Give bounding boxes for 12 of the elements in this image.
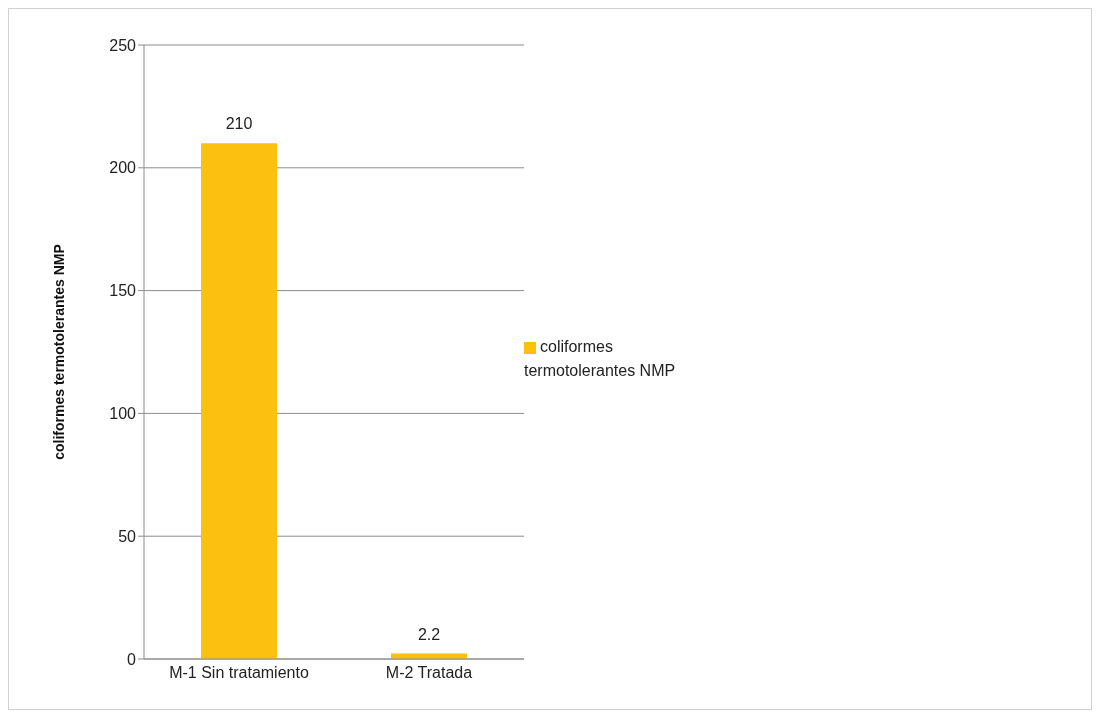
y-tick-label: 250 xyxy=(109,36,137,54)
legend-label: coliformes termotolerantes NMP xyxy=(524,338,676,379)
x-tick-label: M-2 Tratada xyxy=(385,664,473,682)
y-tick-label: 100 xyxy=(109,405,137,423)
x-tick-label: M-1 Sin tratamiento xyxy=(169,664,309,682)
y-axis-title: coliformes termotolerantes NMP xyxy=(50,244,67,460)
data-label: 2.2 xyxy=(417,625,441,643)
y-tick-label: 200 xyxy=(109,159,137,177)
y-tick-label: 150 xyxy=(109,282,137,300)
data-label: 210 xyxy=(225,115,253,133)
y-tick-label: 50 xyxy=(118,527,137,545)
y-tick-label: 0 xyxy=(127,650,137,668)
